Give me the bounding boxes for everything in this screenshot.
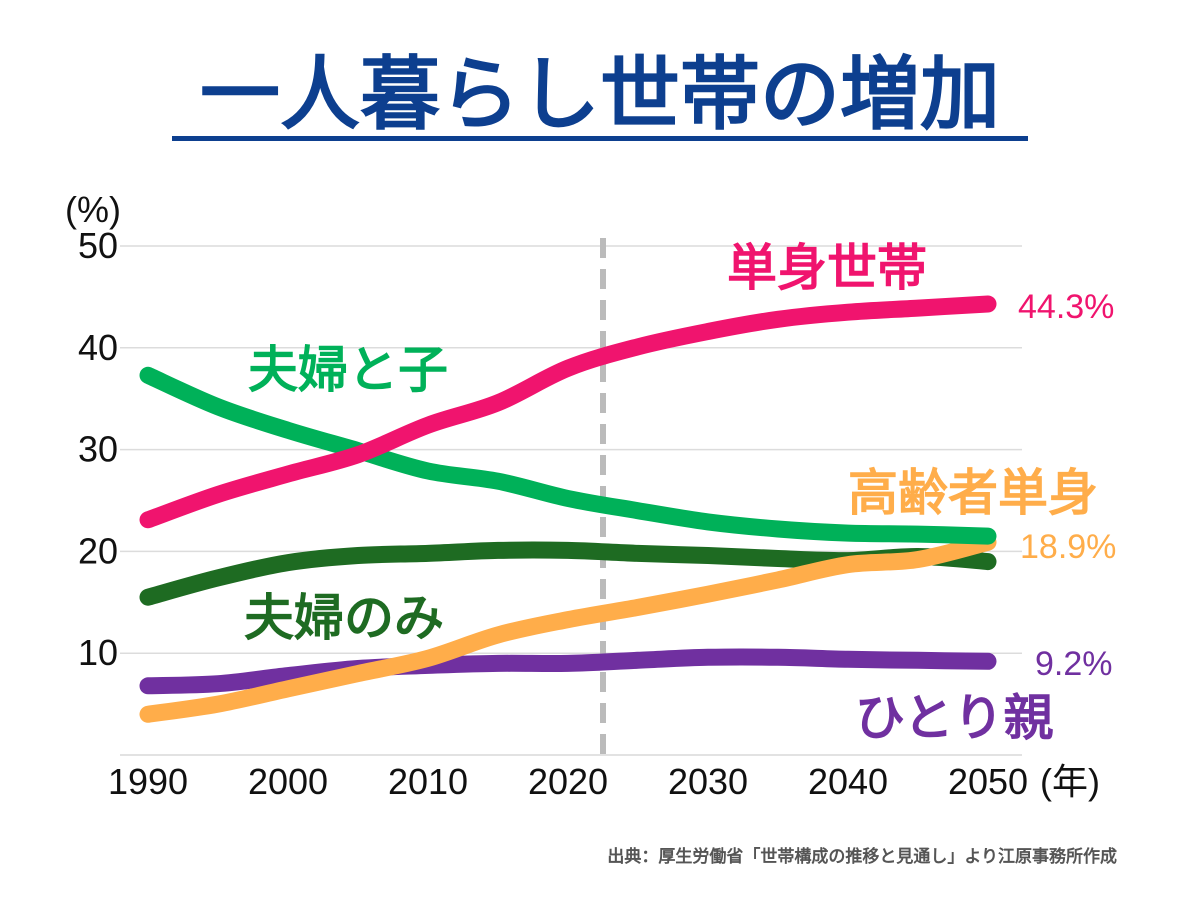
x-tick-label: 2010 [388, 761, 468, 802]
y-axis: 10 20 30 40 50 [78, 225, 118, 673]
y-tick-label: 10 [78, 632, 118, 673]
y-tick-label: 50 [78, 225, 118, 266]
y-axis-unit-label: (%) [65, 189, 121, 230]
y-tick-label: 20 [78, 530, 118, 571]
series-label-couple-with-children: 夫婦と子 [248, 341, 448, 399]
title-underline [172, 136, 1028, 141]
x-tick-label: 2030 [668, 761, 748, 802]
series-label-elderly-single: 高齢者単身 [848, 464, 1098, 522]
end-value-single-households: 44.3% [1018, 288, 1114, 326]
series-layer [139, 295, 997, 723]
series-line-4 [139, 648, 997, 695]
x-tick-label: 1990 [108, 761, 188, 802]
x-axis: 1990 2000 2010 2020 2030 2040 2050 [108, 761, 1028, 802]
y-tick-label: 30 [78, 429, 118, 470]
series-label-single-households: 単身世帯 [727, 239, 927, 297]
y-tick-label: 40 [78, 327, 118, 368]
series-line-3 [139, 533, 997, 723]
x-tick-label: 2040 [808, 761, 888, 802]
series-label-couple-only: 夫婦のみ [244, 589, 444, 647]
x-axis-unit-label: (年) [1040, 761, 1100, 802]
chart-title: 一人暮らし世帯の増加 [200, 48, 1000, 141]
series-label-single-parent: ひとり親 [855, 689, 1054, 747]
end-value-elderly-single: 18.9% [1020, 528, 1116, 566]
series-line-0 [139, 295, 997, 529]
source-note: 出典：厚生労働省「世帯構成の推移と見通し」より江原事務所作成 [607, 846, 1117, 867]
x-tick-label: 2020 [528, 761, 608, 802]
x-tick-label: 2050 [948, 761, 1028, 802]
x-tick-label: 2000 [248, 761, 328, 802]
end-value-single-parent: 9.2% [1035, 645, 1113, 683]
series-line-1 [139, 366, 997, 545]
